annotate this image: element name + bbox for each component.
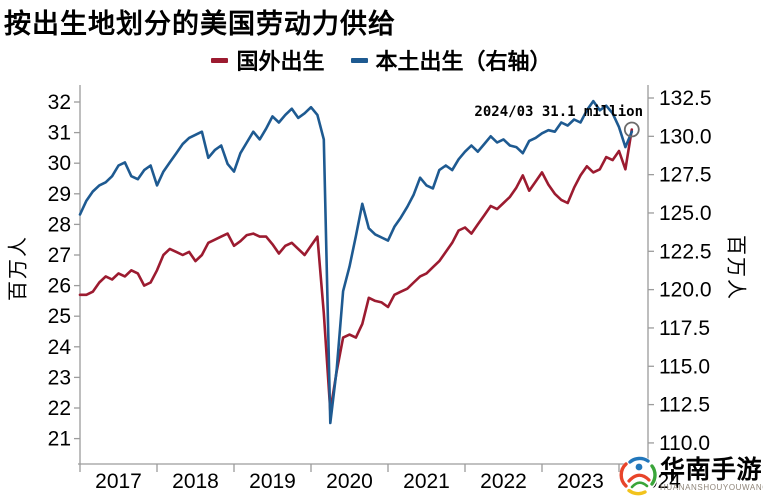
legend-foreign-born-label: 国外出生: [236, 49, 325, 74]
left-axis-tick-label: 26: [48, 275, 71, 298]
legend-item-native-born: 本土出生（右轴）: [350, 44, 552, 76]
legend-native-born-dash-icon: [350, 57, 368, 63]
left-axis-title: 百万人: [7, 235, 30, 301]
watermark-site-name: 华南手游网: [660, 456, 763, 484]
right-axis-tick-label: 132.5: [659, 87, 712, 110]
legend: 国外出生 本土出生（右轴）: [0, 44, 763, 76]
right-axis-tick-label: 120.0: [659, 279, 712, 302]
x-axis-year-label: 2019: [249, 470, 296, 493]
legend-foreign-born-dash-icon: [211, 57, 229, 63]
right-axis-tick-label: 130.0: [659, 125, 712, 148]
right-axis-tick-label: 112.5: [659, 394, 710, 417]
series-line-foreign-born: [78, 128, 634, 413]
right-axis-title: 百万人: [724, 235, 747, 301]
x-axis-year-label: 2020: [326, 470, 373, 493]
watermark-logo-icon: [619, 456, 658, 496]
x-axis-year-label: 2021: [403, 470, 450, 493]
right-axis-tick-label: 115.0: [659, 355, 710, 378]
left-axis-tick-label: 23: [48, 366, 71, 389]
legend-item-foreign-born: 国外出生: [211, 44, 325, 76]
x-axis-year-label: 2022: [480, 470, 527, 493]
left-axis-tick-label: 24: [48, 336, 72, 359]
left-axis-tick-label: 29: [48, 183, 71, 206]
chart-title: 按出生地划分的美国劳动力供给: [4, 9, 396, 39]
endpoint-circle-marker: [623, 121, 640, 138]
left-axis-tick-label: 21: [48, 428, 71, 451]
right-axis-tick-label: 117.5: [659, 317, 710, 340]
left-axis-tick-label: 32: [48, 91, 71, 114]
left-axis-tick-label: 27: [48, 244, 71, 267]
legend-native-born-label: 本土出生（右轴）: [375, 49, 552, 74]
left-axis-tick-label: 22: [48, 397, 71, 420]
right-axis-tick-label: 125.0: [659, 202, 712, 225]
right-axis-tick-label: 127.5: [659, 164, 712, 187]
x-axis-year-label: 2017: [95, 470, 142, 493]
watermark-pinyin: HUANANSHOUYOUWANG: [660, 483, 763, 492]
endpoint-annotation: 2024/03 31.1 million: [474, 104, 643, 120]
watermark-text: 华南手游网 HUANANSHOUYOUWANG: [660, 458, 763, 492]
left-axis-tick-label: 31: [48, 122, 71, 145]
watermark: 华南手游网 HUANANSHOUYOUWANG: [619, 453, 763, 497]
left-axis-tick-label: 30: [48, 152, 71, 175]
x-axis-year-label: 2023: [557, 470, 604, 493]
left-axis-tick-label: 25: [48, 305, 71, 328]
series-line-native-born: [78, 99, 634, 425]
right-axis-tick-label: 122.5: [659, 240, 712, 263]
left-axis-tick-label: 28: [48, 213, 71, 236]
right-axis-tick-label: 110.0: [659, 432, 710, 455]
x-axis-year-label: 2018: [172, 470, 219, 493]
